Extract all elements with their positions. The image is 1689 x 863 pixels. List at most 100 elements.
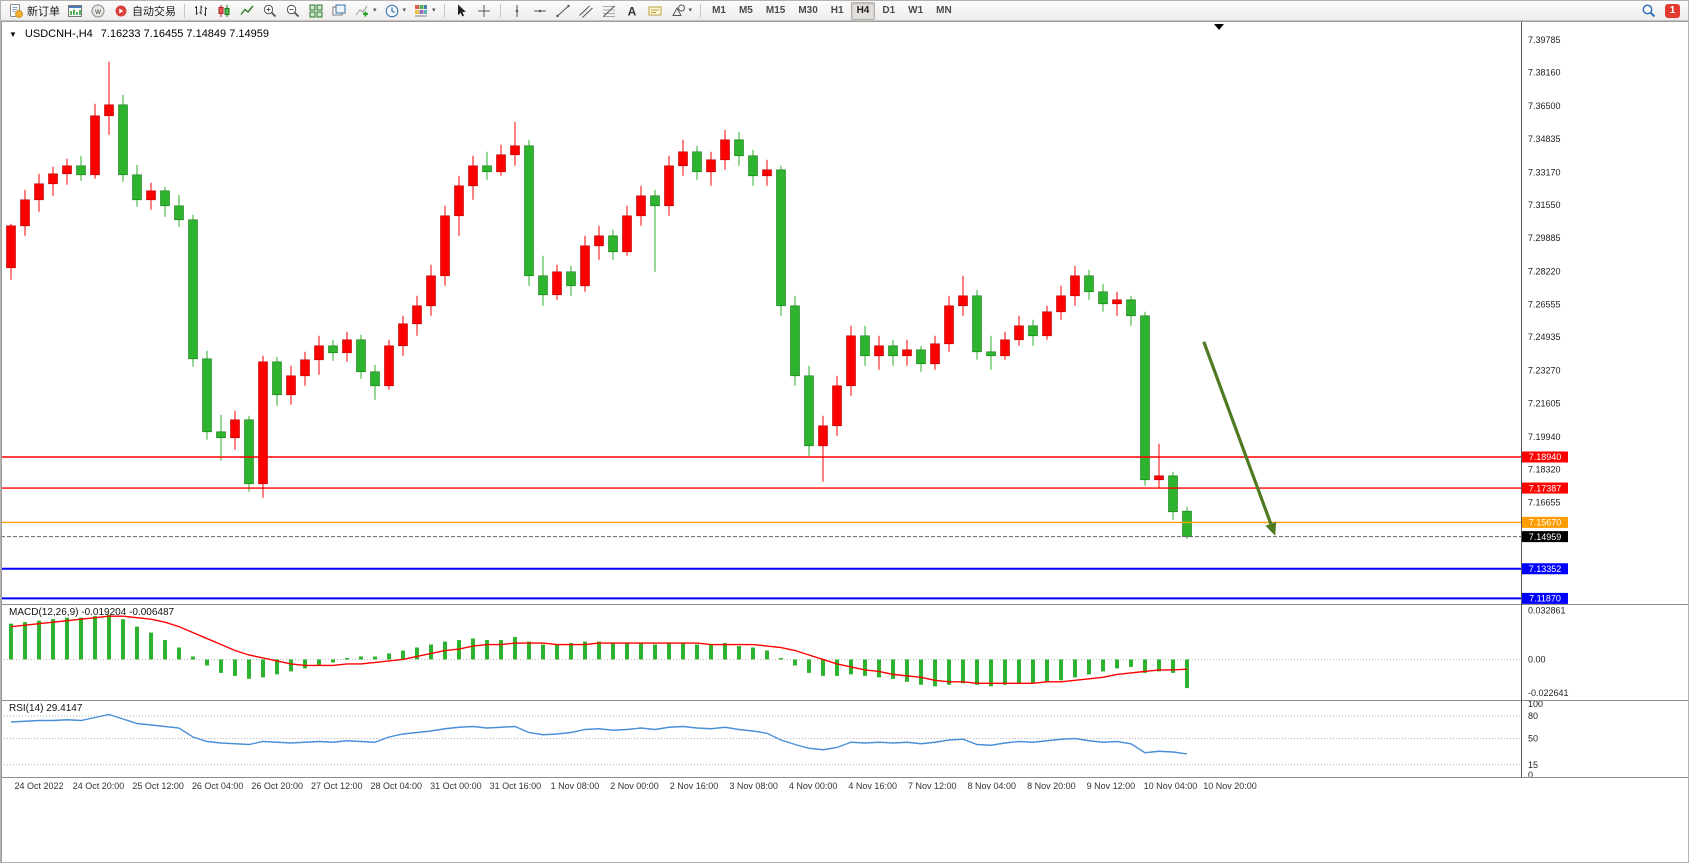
fibo-icon	[602, 5, 615, 17]
price-line-7.13352[interactable]: 7.13352	[1, 563, 1568, 575]
price-line-7.17387[interactable]: 7.17387	[1, 482, 1568, 494]
toolbar-right: 1	[1638, 2, 1684, 20]
svg-text:31 Oct 16:00: 31 Oct 16:00	[490, 781, 542, 791]
hline-icon	[533, 9, 546, 12]
bar-chart-button[interactable]	[190, 2, 212, 20]
rsi-indicator: 100 80 50 150	[1, 699, 1543, 780]
zoom-in-button[interactable]	[259, 2, 281, 20]
price-line-7.15670[interactable]: 7.15670	[1, 516, 1568, 528]
arrange-icon	[332, 4, 346, 15]
svg-text:7.18940: 7.18940	[1529, 452, 1562, 462]
trend-arrow-object[interactable]	[1202, 341, 1277, 536]
horizontal-line-button[interactable]	[529, 2, 551, 20]
svg-text:7 Nov 12:00: 7 Nov 12:00	[908, 781, 957, 791]
svg-text:4 Nov 00:00: 4 Nov 00:00	[789, 781, 838, 791]
svg-text:7.19940: 7.19940	[1528, 432, 1561, 442]
svg-text:24 Oct 20:00: 24 Oct 20:00	[73, 781, 125, 791]
timeframe-m5-button[interactable]: M5	[733, 2, 759, 20]
svg-text:1 Nov 08:00: 1 Nov 08:00	[551, 781, 600, 791]
crosshair-button[interactable]	[473, 2, 495, 20]
new-order-button[interactable]: 新订单	[5, 2, 63, 20]
time-scale[interactable]: 24 Oct 2022 24 Oct 20:00 25 Oct 12:00 26 Oc…	[14, 781, 1256, 791]
timeframe-d1-button[interactable]: D1	[876, 2, 901, 20]
price-scale[interactable]: 7.39785 7.38160 7.36500 7.34835 7.33170 7.315…	[1528, 35, 1561, 508]
timeframe-h4-button[interactable]: H4	[850, 1, 876, 20]
dropdown-caret-icon: ▾	[432, 7, 436, 14]
auto-trading-button-label: 自动交易	[132, 5, 176, 18]
auto-trading-button[interactable]: 自动交易	[110, 2, 179, 20]
cursor-icon	[457, 4, 466, 16]
svg-text:25 Oct 12:00: 25 Oct 12:00	[132, 781, 184, 791]
trendline-button[interactable]	[552, 2, 574, 20]
equidistant-channel-button[interactable]	[575, 2, 597, 20]
svg-text:28 Oct 04:00: 28 Oct 04:00	[371, 781, 423, 791]
timeframe-m1-button[interactable]: M1	[706, 2, 732, 20]
vertical-line-button[interactable]	[506, 2, 528, 20]
chart-title: ▼ USDCNH-,H4 7.16233 7.16455 7.14849 7.1…	[9, 28, 269, 40]
svg-text:7.38160: 7.38160	[1528, 68, 1561, 78]
notification-badge[interactable]: 1	[1665, 3, 1680, 18]
cursor-button[interactable]	[450, 2, 472, 20]
timeframe-w1-button[interactable]: W1	[902, 2, 929, 20]
svg-text:0: 0	[1528, 770, 1533, 780]
dropdown-caret-icon: ▾	[688, 7, 693, 14]
timeframe-m15-button[interactable]: M15	[760, 2, 791, 20]
fibonacci-button[interactable]	[598, 2, 620, 20]
svg-text:7.14959: 7.14959	[1529, 532, 1562, 542]
svg-text:10 Nov 20:00: 10 Nov 20:00	[1203, 781, 1257, 791]
price-line-7.11870[interactable]: 7.11870	[1, 592, 1568, 604]
template-icon	[415, 4, 428, 17]
svg-text:15: 15	[1528, 760, 1538, 770]
chart-menu-caret-icon[interactable]: ▼	[9, 29, 17, 39]
profiles-button[interactable]: w	[87, 2, 109, 20]
svg-text:8 Nov 04:00: 8 Nov 04:00	[968, 781, 1017, 791]
tline-icon	[555, 4, 570, 17]
toolbar-separator	[499, 3, 501, 18]
text-button[interactable]: A	[621, 2, 643, 20]
dropdown-caret-icon: ▾	[402, 7, 407, 14]
toolbar-buttons: 新订单 w 自动交易 ▾ ▾ ▾ A ▾ M1 M5 M15 M30 H1 H4 D1 W1 MN	[5, 1, 958, 21]
svg-text:50: 50	[1528, 734, 1538, 744]
macd-indicator: 0.032861 0.00 -0.022641	[1, 605, 1569, 698]
svg-text:7.28220: 7.28220	[1528, 266, 1561, 276]
svg-text:9 Nov 12:00: 9 Nov 12:00	[1087, 781, 1136, 791]
auto-arrange-button[interactable]	[328, 2, 350, 20]
svg-text:7.29885: 7.29885	[1528, 233, 1561, 243]
zoom-out-button[interactable]	[282, 2, 304, 20]
svg-text:7.24935: 7.24935	[1528, 332, 1561, 342]
svg-text:7.11870: 7.11870	[1529, 594, 1561, 604]
tile-windows-button[interactable]	[305, 2, 327, 20]
text-icon: A	[627, 4, 636, 18]
autotrade-icon	[115, 5, 127, 16]
timeframe-h1-button[interactable]: H1	[825, 2, 850, 20]
zoom-out-icon	[286, 4, 300, 17]
price-line-7.18940[interactable]: 7.18940	[1, 451, 1568, 463]
timeframe-mn-button[interactable]: MN	[930, 2, 958, 20]
profiles-icon: w	[91, 4, 105, 17]
channel-icon	[578, 5, 593, 18]
periods-button[interactable]: ▾	[381, 2, 410, 20]
text-label-button[interactable]	[644, 2, 666, 20]
line-chart-button[interactable]	[236, 2, 258, 20]
svg-text:7.31550: 7.31550	[1528, 200, 1561, 210]
templates-button[interactable]: ▾	[410, 2, 439, 20]
timeframe-m30-button[interactable]: M30	[792, 2, 823, 20]
chart-shift-marker-icon[interactable]	[1214, 24, 1224, 30]
svg-text:8 Nov 20:00: 8 Nov 20:00	[1027, 781, 1076, 791]
candlestick-series	[6, 61, 1192, 539]
chart-canvas[interactable]: 7.18940 7.17387 7.15670 7.13352 7.11870 7.149…	[1, 21, 1689, 863]
svg-text:2 Nov 00:00: 2 Nov 00:00	[610, 781, 659, 791]
svg-text:7.26555: 7.26555	[1528, 300, 1561, 310]
chart-ohlc-values: 7.16233 7.16455 7.14849 7.14959	[100, 28, 269, 40]
open-chart-button[interactable]	[64, 2, 86, 20]
svg-text:7.39785: 7.39785	[1528, 35, 1561, 45]
shapes-icon	[671, 4, 685, 16]
indicators-button[interactable]: ▾	[351, 2, 380, 20]
search-button[interactable]	[1638, 2, 1660, 20]
shapes-button[interactable]: ▾	[667, 2, 696, 20]
svg-text:4 Nov 16:00: 4 Nov 16:00	[848, 781, 897, 791]
svg-text:7.21605: 7.21605	[1528, 399, 1561, 409]
crosshair-icon	[477, 4, 490, 17]
candlestick-chart-button[interactable]	[213, 2, 235, 20]
